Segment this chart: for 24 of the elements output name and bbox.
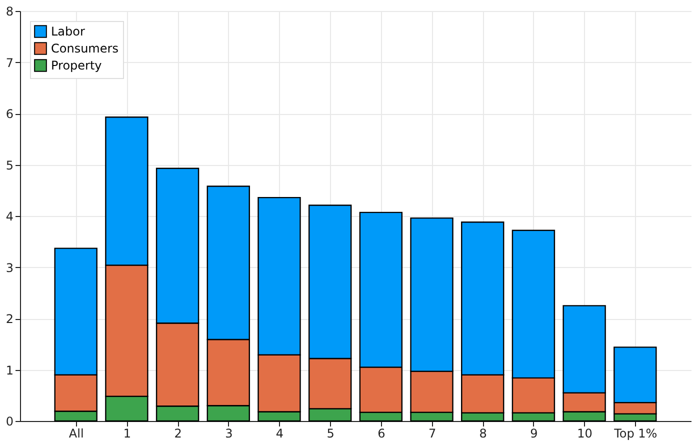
x-tick-label: 2 — [174, 426, 182, 440]
legend-label: Labor — [51, 24, 85, 38]
x-tick-label: 8 — [479, 426, 487, 440]
legend-label: Property — [51, 58, 102, 72]
y-tick-label: 4 — [6, 210, 14, 224]
x-tick-label: 10 — [577, 426, 592, 440]
x-tick-label: 9 — [530, 426, 538, 440]
y-tick-label: 6 — [6, 107, 14, 121]
x-tick-label: 3 — [225, 426, 233, 440]
x-tick-label: 5 — [326, 426, 334, 440]
x-tick-label: Top 1% — [613, 426, 658, 440]
x-tick-label: All — [68, 426, 84, 440]
x-tick-label: 4 — [276, 426, 284, 440]
x-tick-label: 1 — [123, 426, 132, 440]
y-tick-label: 0 — [6, 414, 14, 428]
y-tick-label: 3 — [6, 260, 14, 275]
y-tick-label: 2 — [6, 312, 14, 326]
y-tick-label: 1 — [6, 363, 14, 378]
y-tick-label: 7 — [6, 56, 14, 70]
legend-label: Consumers — [51, 42, 118, 56]
x-tick-label: 6 — [378, 426, 386, 440]
y-tick-label: 5 — [6, 158, 14, 172]
x-tick-label: 7 — [428, 426, 436, 440]
y-tick-label: 8 — [6, 4, 14, 18]
